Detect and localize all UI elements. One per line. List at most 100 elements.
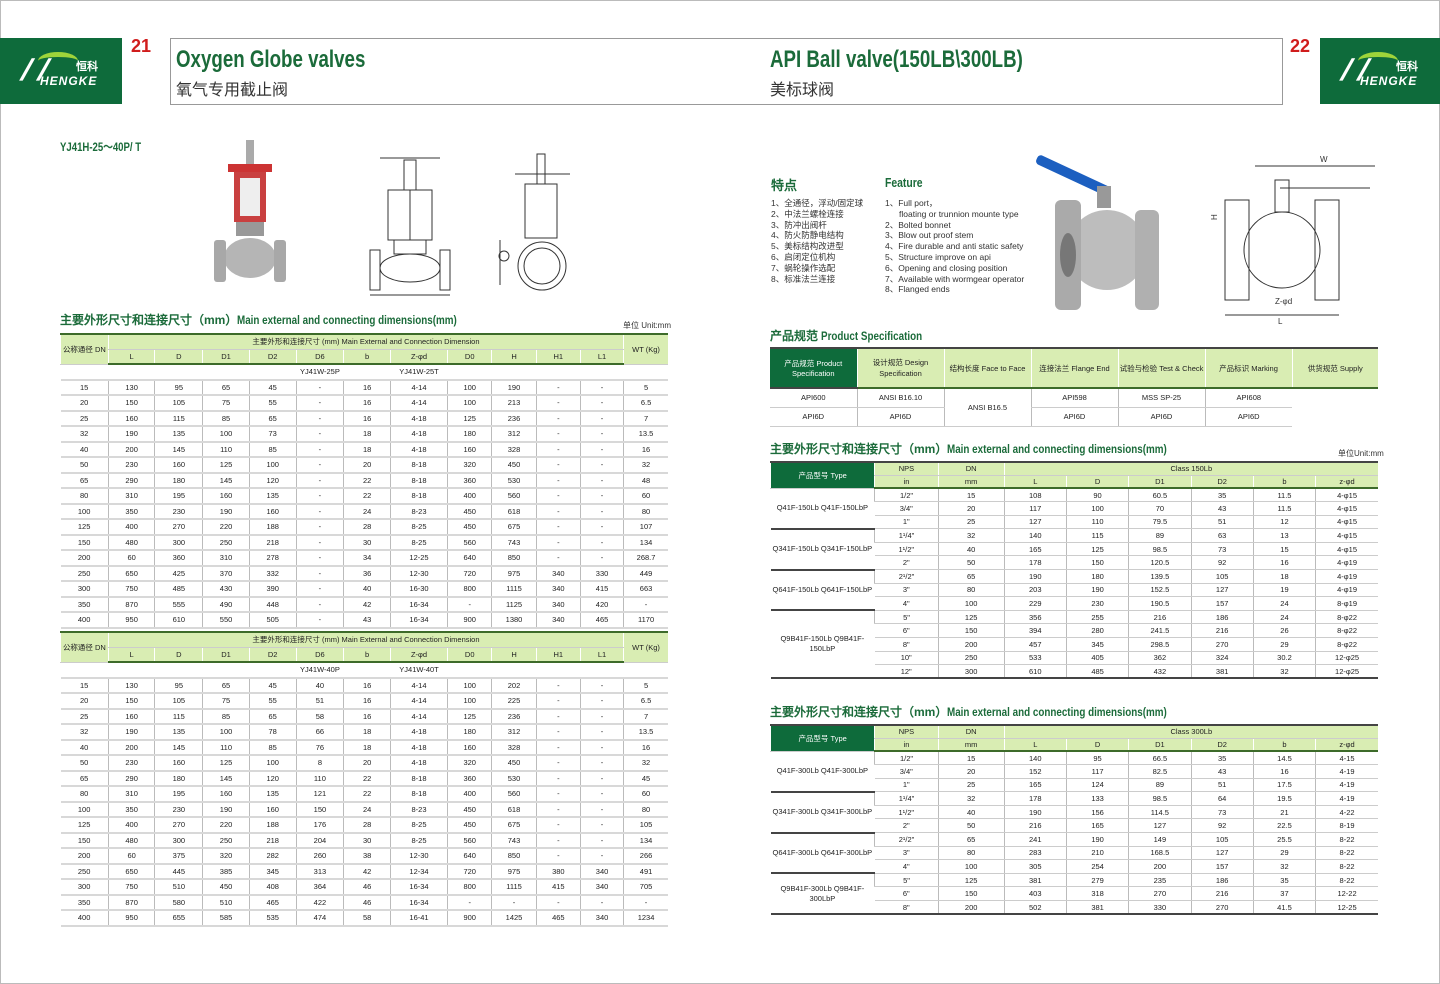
table-row: 2" 50 178 150 120.5 92 16 4-φ19 <box>771 555 1378 571</box>
table-cell: 8-22 <box>1315 859 1378 874</box>
table-cell: 350 <box>107 503 155 520</box>
table-row: 1" 25 165 124 89 51 17.5 4-19 <box>771 778 1378 793</box>
column-header: L <box>107 647 155 663</box>
table-cell: 25 <box>60 708 109 725</box>
table-cell: 4-19 <box>1315 778 1378 793</box>
table-cell: 16 <box>1252 555 1316 571</box>
table-cell: 12-22 <box>1315 886 1378 902</box>
table-cell: 332 <box>248 565 297 582</box>
table-cell: 34 <box>343 550 391 567</box>
table-cell: 2¹/2" <box>874 569 939 584</box>
type-header: 产品型号 Type <box>769 724 875 752</box>
logo-word: HENGKE <box>40 74 98 88</box>
table-cell: 125 <box>60 817 109 834</box>
table-cell: 105 <box>154 395 203 412</box>
table-cell: 12-25 <box>1315 900 1378 916</box>
table-cell: 364 <box>295 879 344 896</box>
column-header: D1 <box>1128 475 1192 489</box>
table-cell: - <box>295 565 344 582</box>
table-cell: 1¹/4" <box>874 791 939 806</box>
globe-valve-photo <box>214 140 286 282</box>
table-cell: 2" <box>874 555 939 571</box>
subtype-cell <box>491 662 537 679</box>
table-cell: 157 <box>1190 596 1254 611</box>
table-cell: 18 <box>343 739 391 756</box>
wt-header: WT (Kg) <box>623 631 668 663</box>
table-cell: 16-34 <box>389 612 448 629</box>
table-cell: 190 <box>1003 805 1067 820</box>
column-header: D <box>154 647 203 663</box>
table-cell: 134 <box>623 534 668 551</box>
right-unit-label: 单位Unit:mm <box>1338 449 1384 458</box>
table-cell: 216 <box>1190 886 1254 902</box>
table-cell: 140 <box>1003 528 1067 543</box>
table-cell: 975 <box>491 565 537 582</box>
table-cell: 610 <box>154 612 203 629</box>
table-cell: 618 <box>491 503 537 520</box>
table-cell: 250 <box>937 651 1005 666</box>
table-cell: 6" <box>874 623 939 639</box>
table-cell: 241 <box>1003 832 1067 847</box>
nps-header: NPS <box>874 461 939 476</box>
table-cell: 12-34 <box>389 863 448 880</box>
table-cell: 100 <box>248 457 297 474</box>
table-cell: 15 <box>60 379 109 396</box>
table-cell: 120 <box>248 472 297 489</box>
subtype-cell <box>580 662 624 679</box>
table-cell: 4-18 <box>389 410 448 427</box>
table-cell: - <box>535 724 581 741</box>
table-cell: 1125 <box>491 596 537 613</box>
spec-cell: API608 <box>1204 388 1292 408</box>
table-cell: 445 <box>154 863 203 880</box>
column-header: L <box>1003 738 1067 752</box>
table-cell: 202 <box>491 677 537 694</box>
table-cell: 279 <box>1065 873 1129 888</box>
table-cell: - <box>535 379 581 396</box>
table-cell: 310 <box>107 786 155 803</box>
table-cell: 29 <box>1252 637 1316 652</box>
table-cell: 474 <box>295 910 344 927</box>
table-cell: 610 <box>1003 664 1067 680</box>
table-cell: 180 <box>1065 569 1129 584</box>
table-cell: 408 <box>248 879 297 896</box>
subtype-cell <box>154 662 203 679</box>
column-header: D2 <box>1190 475 1254 489</box>
table-cell: 51 <box>1190 778 1254 793</box>
table-cell: 110 <box>202 739 250 756</box>
table-cell: 8-18 <box>389 472 448 489</box>
globe-valve-drawing <box>369 157 451 296</box>
column-header: D1 <box>202 647 250 663</box>
table-cell: 85 <box>202 410 250 427</box>
table-cell: 100 <box>248 755 297 772</box>
table-cell: 280 <box>1065 623 1129 639</box>
column-header: L1 <box>579 349 624 365</box>
table-cell: 125 <box>60 519 109 536</box>
table-cell: 120 <box>248 770 297 787</box>
table-cell: 42 <box>343 863 391 880</box>
table-cell: 188 <box>248 817 297 834</box>
table-cell: - <box>447 894 492 911</box>
table-cell: 60 <box>623 488 668 505</box>
table-cell: - <box>295 488 344 505</box>
type-cell: Q9B41F-300Lb Q9B41F-300LbP <box>770 873 875 916</box>
table-cell: - <box>579 708 624 725</box>
table-cell: 25 <box>937 778 1005 793</box>
subtype-cell <box>491 364 537 381</box>
table-row: 80 310 195 160 135-22 8-18 400 560- -60 <box>60 488 668 505</box>
table-cell: 40 <box>343 581 391 598</box>
logo-wave-icon <box>38 52 78 70</box>
table-row: 20 150 105 75 55-16 4-14 100 213- -6.5 <box>60 395 668 412</box>
table-cell: 320 <box>447 755 492 772</box>
table-cell: 65 <box>248 410 297 427</box>
table-cell: - <box>535 894 581 911</box>
table-cell: 92 <box>1190 818 1254 834</box>
drawing-label: H <box>1210 214 1219 220</box>
table-cell: 900 <box>447 910 492 927</box>
subtype-row: YJ41W-40P YJ41W-40T <box>60 662 668 679</box>
table-cell: - <box>579 519 624 536</box>
logo-wave-icon <box>1358 52 1398 70</box>
table-cell: 80 <box>937 583 1005 598</box>
table-cell: 750 <box>107 879 155 896</box>
table-cell: - <box>295 581 344 598</box>
type-cell: Q641F-300Lb Q641F-300LbP <box>770 832 875 875</box>
